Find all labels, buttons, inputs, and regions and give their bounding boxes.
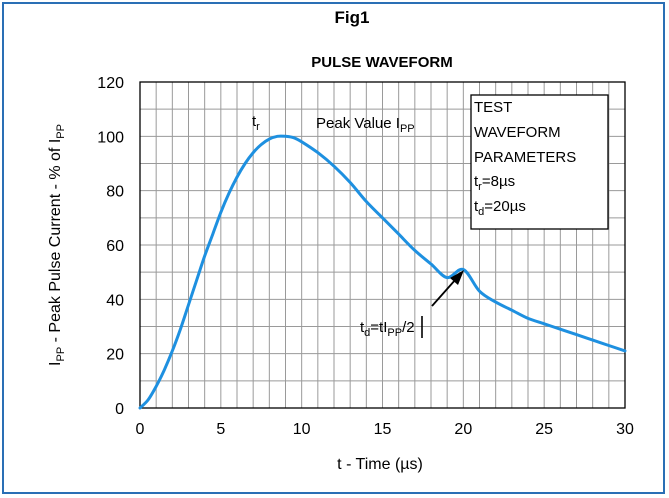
legend-param-td-val: =20µs — [484, 198, 526, 215]
legend-param-tr-sub: r — [478, 181, 482, 193]
legend-param-tr-val: =8µs — [482, 173, 515, 190]
legend-param-td-sub: d — [478, 206, 484, 218]
x-tick-label: 30 — [616, 421, 634, 438]
legend-param-tr-main: t — [474, 173, 479, 190]
annotation-tr-sub: r — [256, 121, 260, 133]
annotation-arrow-shaft — [431, 278, 457, 307]
x-tick-label: 20 — [454, 421, 472, 438]
legend-param-td-main: t — [474, 198, 479, 215]
waveform-series-line — [138, 134, 627, 410]
legend-box — [470, 94, 609, 230]
annotation-arrow-head — [450, 270, 464, 285]
x-tick-label: 15 — [374, 421, 392, 438]
annotation-td: td=tIPP/2 — [360, 319, 415, 339]
figure-label: Fig1 — [335, 8, 370, 27]
x-axis-label: t - Time (µs) — [337, 456, 423, 473]
legend-line-3: PARAMETERS — [474, 149, 576, 166]
annotation-td-a-sub: d — [364, 327, 370, 339]
x-tick-label: 5 — [216, 421, 225, 438]
annotation-td-c-sub: PP — [387, 327, 402, 339]
y-axis-label: IPP - Peak Pulse Current - % of IPP — [47, 124, 67, 366]
y-tick-label: 120 — [97, 75, 124, 92]
x-tick-labels: 0 5 10 15 20 25 30 — [136, 421, 634, 438]
legend-line-2: WAVEFORM — [474, 124, 561, 141]
annotation-peak-sub: PP — [400, 123, 415, 135]
legend-line-1: TEST — [474, 99, 512, 116]
y-tick-label: 20 — [106, 347, 124, 364]
annotation-td-d: /2 — [402, 319, 415, 336]
annotation-peak-main: Peak Value I — [316, 115, 400, 132]
annotation-peak-value: Peak Value IPP — [316, 115, 415, 135]
chart-title: PULSE WAVEFORM — [311, 54, 452, 71]
y-label-rest: - Peak Pulse Current - % of I — [47, 139, 64, 347]
annotation-tr: tr — [252, 113, 260, 133]
plot-area-border — [139, 81, 626, 409]
legend-param-td: td=20µs — [474, 198, 526, 218]
annotation-td-a: t — [360, 319, 365, 336]
y-tick-label: 100 — [97, 129, 124, 146]
x-tick-label: 0 — [136, 421, 145, 438]
y-label-sub2: PP — [55, 124, 67, 139]
annotation-tr-main: t — [252, 113, 257, 130]
legend-param-tr: tr=8µs — [474, 173, 515, 193]
y-tick-label: 60 — [106, 238, 124, 255]
y-tick-label: 40 — [106, 292, 124, 309]
y-tick-labels: 0 20 40 60 80 100 120 — [97, 75, 124, 418]
x-tick-label: 25 — [535, 421, 553, 438]
x-tick-label: 10 — [293, 421, 311, 438]
y-label-sub: PP — [55, 347, 67, 362]
y-label-main: I — [47, 362, 64, 366]
y-tick-label: 0 — [115, 401, 124, 418]
y-tick-label: 80 — [106, 184, 124, 201]
annotation-td-b: =t — [370, 319, 384, 336]
annotation-td-c: I — [383, 319, 387, 336]
